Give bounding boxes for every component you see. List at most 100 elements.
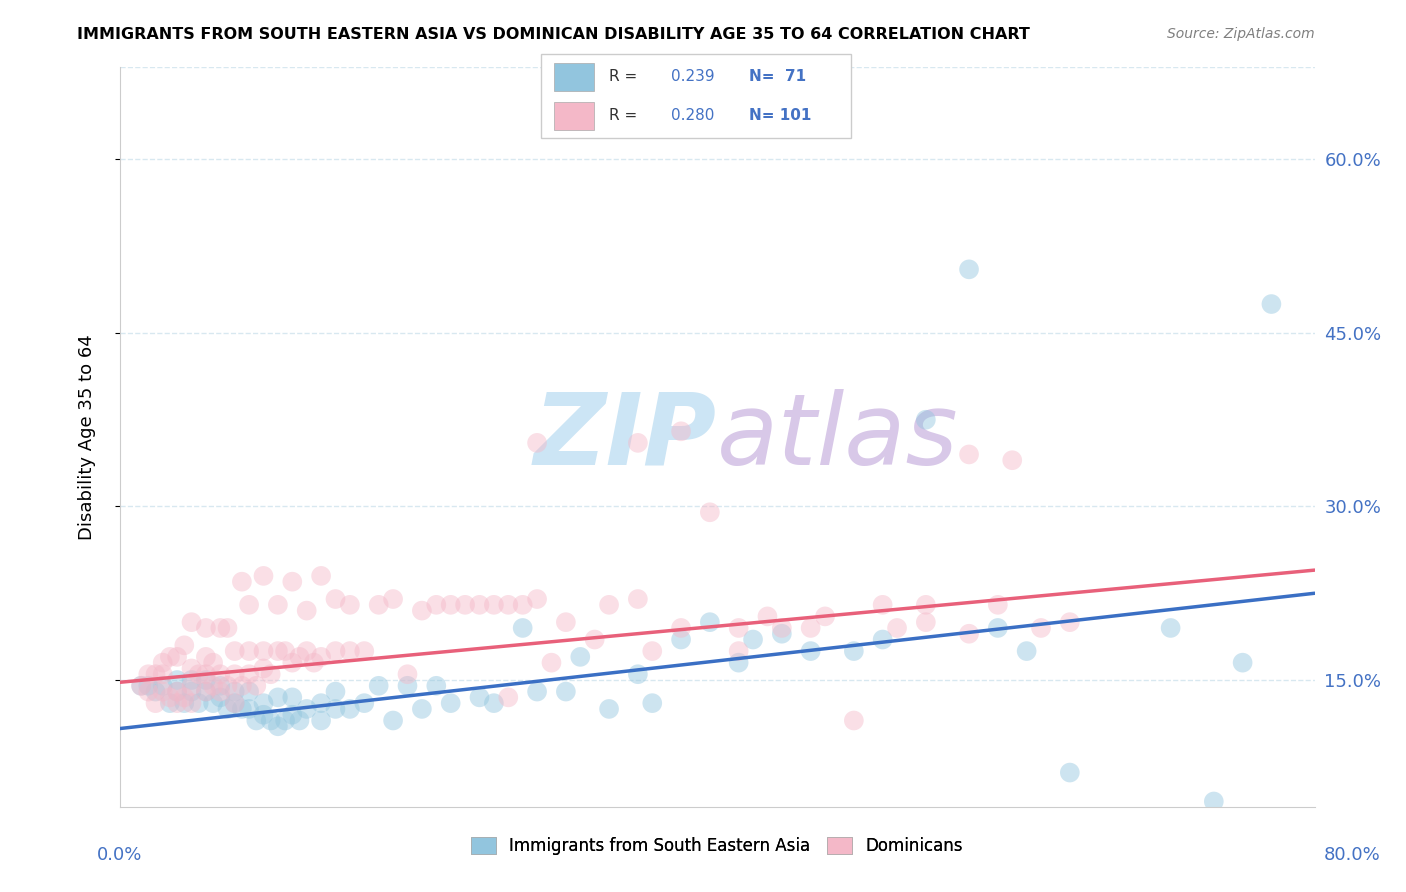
- Point: [238, 644, 260, 658]
- Text: ZIP: ZIP: [534, 389, 717, 485]
- Point: [454, 598, 477, 612]
- Point: [267, 644, 290, 658]
- Point: [166, 684, 188, 698]
- Point: [209, 679, 232, 693]
- Point: [194, 649, 217, 664]
- Point: [727, 656, 749, 670]
- Point: [641, 644, 664, 658]
- Point: [281, 707, 304, 722]
- Point: [136, 679, 159, 693]
- Point: [245, 714, 267, 728]
- Point: [526, 592, 548, 607]
- Point: [498, 690, 520, 705]
- Y-axis label: Disability Age 35 to 64: Disability Age 35 to 64: [77, 334, 96, 540]
- Point: [217, 621, 239, 635]
- Point: [231, 574, 253, 589]
- Point: [1260, 297, 1282, 311]
- Point: [842, 644, 865, 658]
- Point: [339, 644, 361, 658]
- Point: [152, 679, 174, 693]
- Point: [699, 505, 721, 519]
- Point: [325, 644, 347, 658]
- FancyBboxPatch shape: [541, 54, 851, 138]
- Point: [309, 649, 332, 664]
- Point: [957, 447, 980, 461]
- Point: [540, 656, 562, 670]
- Point: [727, 621, 749, 635]
- Point: [209, 621, 232, 635]
- Point: [325, 592, 347, 607]
- Point: [295, 604, 318, 618]
- Point: [202, 696, 225, 710]
- Point: [1232, 656, 1254, 670]
- Point: [217, 679, 239, 693]
- Point: [1202, 795, 1225, 809]
- Point: [914, 615, 936, 630]
- Point: [1160, 621, 1182, 635]
- Point: [353, 644, 375, 658]
- Text: N=  71: N= 71: [748, 70, 806, 85]
- Point: [238, 667, 260, 681]
- Point: [252, 569, 274, 583]
- Point: [129, 679, 152, 693]
- Point: [159, 690, 181, 705]
- Point: [194, 684, 217, 698]
- Point: [512, 598, 534, 612]
- Point: [281, 690, 304, 705]
- Text: N= 101: N= 101: [748, 108, 811, 123]
- Point: [288, 714, 311, 728]
- Point: [1029, 621, 1052, 635]
- Point: [482, 598, 505, 612]
- Point: [152, 684, 174, 698]
- Point: [957, 626, 980, 640]
- Text: Source: ZipAtlas.com: Source: ZipAtlas.com: [1167, 27, 1315, 41]
- Text: R =: R =: [609, 70, 643, 85]
- Point: [274, 644, 297, 658]
- Point: [1015, 644, 1038, 658]
- Point: [1059, 765, 1081, 780]
- Point: [914, 598, 936, 612]
- Point: [180, 673, 202, 687]
- Point: [166, 673, 188, 687]
- Point: [411, 702, 433, 716]
- Point: [987, 621, 1010, 635]
- Point: [339, 702, 361, 716]
- Point: [238, 702, 260, 716]
- Point: [957, 262, 980, 277]
- Point: [396, 679, 419, 693]
- Point: [194, 621, 217, 635]
- Point: [166, 649, 188, 664]
- Point: [309, 714, 332, 728]
- Point: [267, 598, 290, 612]
- Text: IMMIGRANTS FROM SOUTH EASTERN ASIA VS DOMINICAN DISABILITY AGE 35 TO 64 CORRELAT: IMMIGRANTS FROM SOUTH EASTERN ASIA VS DO…: [77, 27, 1031, 42]
- Point: [309, 696, 332, 710]
- Point: [583, 632, 606, 647]
- Point: [742, 632, 765, 647]
- Point: [669, 621, 692, 635]
- Point: [554, 615, 576, 630]
- Text: 0.0%: 0.0%: [97, 846, 142, 863]
- Point: [872, 598, 894, 612]
- Point: [224, 644, 246, 658]
- Point: [180, 679, 202, 693]
- Point: [627, 667, 650, 681]
- Point: [554, 684, 576, 698]
- Point: [526, 435, 548, 450]
- Point: [569, 649, 592, 664]
- Point: [180, 684, 202, 698]
- Text: 0.239: 0.239: [671, 70, 714, 85]
- Point: [194, 667, 217, 681]
- Point: [498, 598, 520, 612]
- Point: [367, 598, 389, 612]
- Point: [145, 696, 167, 710]
- Point: [252, 661, 274, 675]
- Point: [245, 679, 267, 693]
- Point: [411, 604, 433, 618]
- Point: [872, 632, 894, 647]
- Point: [669, 425, 692, 439]
- Point: [166, 696, 188, 710]
- Point: [512, 621, 534, 635]
- Point: [627, 435, 650, 450]
- Point: [260, 667, 283, 681]
- Point: [641, 696, 664, 710]
